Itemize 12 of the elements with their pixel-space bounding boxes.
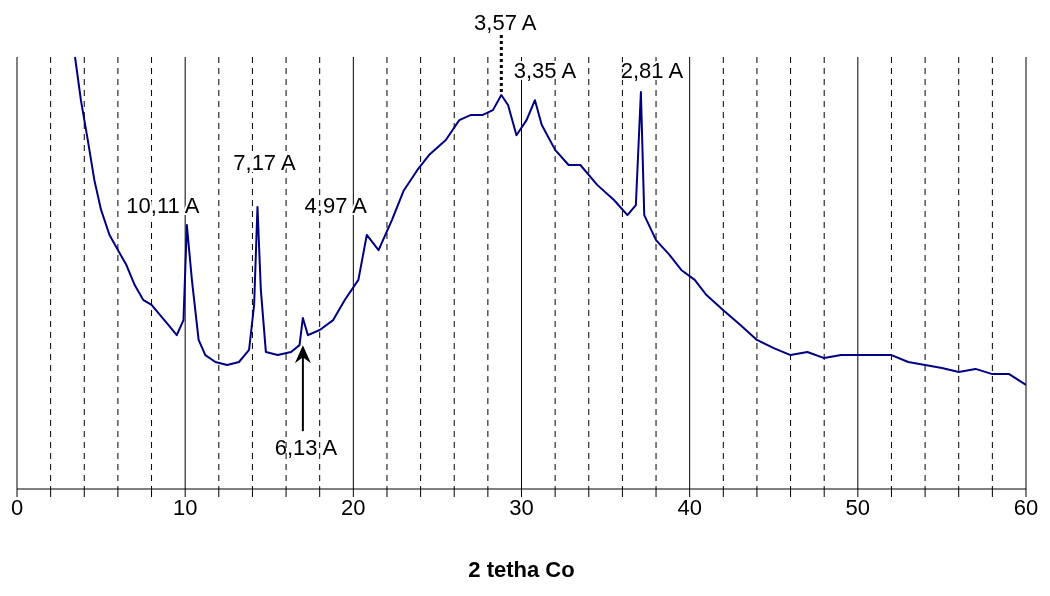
x-tick-label: 20 <box>341 494 366 520</box>
x-tick-label: 50 <box>845 494 871 520</box>
x-tick-label: 30 <box>509 494 534 520</box>
x-tick-label: 40 <box>677 494 702 520</box>
annotation: 3,57 A <box>474 10 537 36</box>
x-axis-title: 2 tetha Co <box>468 557 575 582</box>
x-tick-label: 60 <box>1013 494 1039 520</box>
x-tick-label: 0 <box>10 494 24 520</box>
annotation: 2,81 A <box>620 57 684 83</box>
annotation: 7,17 A <box>233 149 296 175</box>
annotation: 6,13 A <box>274 435 338 461</box>
x-tick-label: 10 <box>172 494 198 520</box>
